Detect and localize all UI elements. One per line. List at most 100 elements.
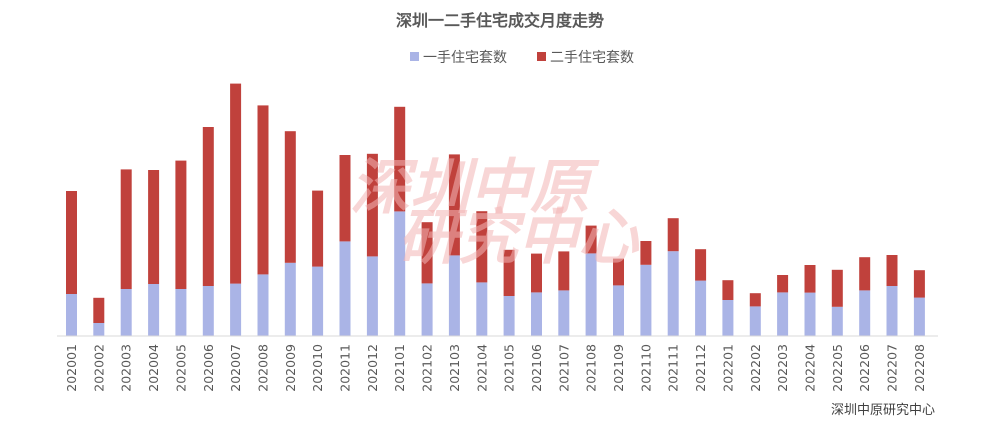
bar-new-202008 <box>257 274 269 336</box>
bar-resale-202107 <box>558 251 570 291</box>
bar-resale-202006 <box>202 127 214 286</box>
bar-new-202007 <box>230 283 242 336</box>
source-label: 深圳中原研究中心 <box>831 403 935 418</box>
bar-resale-202101 <box>394 106 406 212</box>
x-tick-label: 202208 <box>912 344 927 392</box>
legend-swatch-resale <box>537 52 546 61</box>
bar-new-202004 <box>148 284 160 336</box>
x-tick-label: 202012 <box>365 344 380 392</box>
bar-resale-202206 <box>859 257 871 291</box>
bar-new-202001 <box>66 294 77 336</box>
bar-new-202105 <box>503 296 515 336</box>
x-tick-label: 202111 <box>666 344 681 392</box>
x-tick-label: 202106 <box>529 344 544 392</box>
bar-new-202102 <box>421 283 433 336</box>
bar-new-202012 <box>366 256 378 336</box>
bar-new-202201 <box>722 300 734 336</box>
x-tick-label: 202101 <box>392 344 407 392</box>
x-tick-label: 202010 <box>310 344 325 392</box>
x-tick-label: 202102 <box>420 344 435 392</box>
x-tick-label: 202007 <box>228 344 243 392</box>
bar-resale-202005 <box>175 160 187 289</box>
x-tick-label: 202110 <box>638 344 653 392</box>
x-tick-label: 202008 <box>256 344 271 392</box>
bar-new-202003 <box>120 289 132 336</box>
bar-resale-202007 <box>230 83 242 284</box>
x-axis: 202001 202002 202003 202004 202005 202006 2020… <box>64 344 927 392</box>
legend: 一手住宅套数 二手住宅套数 <box>410 50 634 66</box>
bar-resale-202002 <box>93 297 105 323</box>
x-tick-label: 202108 <box>584 344 599 392</box>
x-tick-label: 202207 <box>885 344 900 392</box>
bar-new-202006 <box>202 286 214 336</box>
bar-new-202208 <box>913 297 925 336</box>
bar-new-202110 <box>640 264 652 336</box>
bar-resale-202012 <box>366 153 378 257</box>
x-tick-label: 202112 <box>693 344 708 392</box>
x-tick-label: 202201 <box>720 344 735 392</box>
x-tick-label: 202206 <box>857 344 872 392</box>
bar-resale-202106 <box>531 253 542 293</box>
bar-new-202101 <box>394 211 406 336</box>
watermark-line-2: 研究中心 <box>398 203 640 273</box>
x-tick-label: 202005 <box>173 344 188 392</box>
bar-resale-202105 <box>503 249 515 296</box>
bar-new-202011 <box>339 241 351 336</box>
bar-new-202103 <box>448 255 460 336</box>
x-tick-label: 202105 <box>502 344 517 392</box>
bar-resale-202208 <box>913 270 925 298</box>
bar-resale-202009 <box>284 131 296 263</box>
x-tick-label: 202109 <box>611 344 626 392</box>
bar-new-202207 <box>886 286 898 336</box>
legend-label-new: 一手住宅套数 <box>423 50 507 66</box>
bar-resale-202203 <box>777 275 789 293</box>
bar-resale-202008 <box>257 105 269 275</box>
bar-new-202107 <box>558 290 570 336</box>
bar-new-202202 <box>749 306 761 336</box>
chart-title: 深圳一二手住宅成交月度走势 <box>396 11 604 30</box>
bar-new-202106 <box>531 292 542 336</box>
bar-resale-202110 <box>640 241 652 265</box>
bar-resale-202003 <box>120 169 132 289</box>
x-tick-label: 202006 <box>201 344 216 392</box>
bar-resale-202205 <box>831 269 843 307</box>
bar-new-202002 <box>93 323 105 336</box>
bar-resale-202011 <box>339 155 351 242</box>
bar-resale-202204 <box>804 265 816 293</box>
x-tick-label: 202205 <box>830 344 845 392</box>
bar-resale-202001 <box>66 191 77 294</box>
bar-resale-202102 <box>421 222 433 284</box>
x-tick-label: 202001 <box>64 344 79 392</box>
bar-new-202206 <box>859 290 871 336</box>
bar-resale-202103 <box>448 154 460 256</box>
bar-new-202005 <box>175 289 187 336</box>
bar-new-202108 <box>585 253 597 336</box>
bar-new-202203 <box>777 292 789 336</box>
bar-new-202204 <box>804 292 816 336</box>
bar-new-202104 <box>476 282 488 336</box>
legend-swatch-new <box>410 52 419 61</box>
watermark-line-1: 深圳中原 <box>350 153 600 223</box>
x-tick-label: 202004 <box>146 344 161 392</box>
x-tick-label: 202009 <box>283 344 298 392</box>
x-tick-label: 202103 <box>447 344 462 392</box>
bar-new-202111 <box>667 251 679 336</box>
bar-resale-202109 <box>613 258 624 286</box>
x-tick-label: 202002 <box>91 344 106 392</box>
bar-resale-202010 <box>312 190 324 267</box>
bar-resale-202202 <box>749 293 761 307</box>
x-tick-label: 202107 <box>556 344 571 392</box>
bar-resale-202201 <box>722 280 734 300</box>
bar-resale-202111 <box>667 218 679 252</box>
bar-new-202112 <box>695 280 707 336</box>
plot-area <box>66 83 925 336</box>
x-tick-label: 202203 <box>775 344 790 392</box>
bar-resale-202004 <box>148 170 160 284</box>
bar-resale-202104 <box>476 211 488 283</box>
x-tick-label: 202202 <box>748 344 763 392</box>
bar-new-202109 <box>613 285 624 336</box>
x-tick-label: 202011 <box>338 344 353 392</box>
bar-new-202205 <box>831 306 843 336</box>
watermark: 深圳中原研究中心 <box>350 153 640 273</box>
bar-new-202009 <box>284 262 296 336</box>
